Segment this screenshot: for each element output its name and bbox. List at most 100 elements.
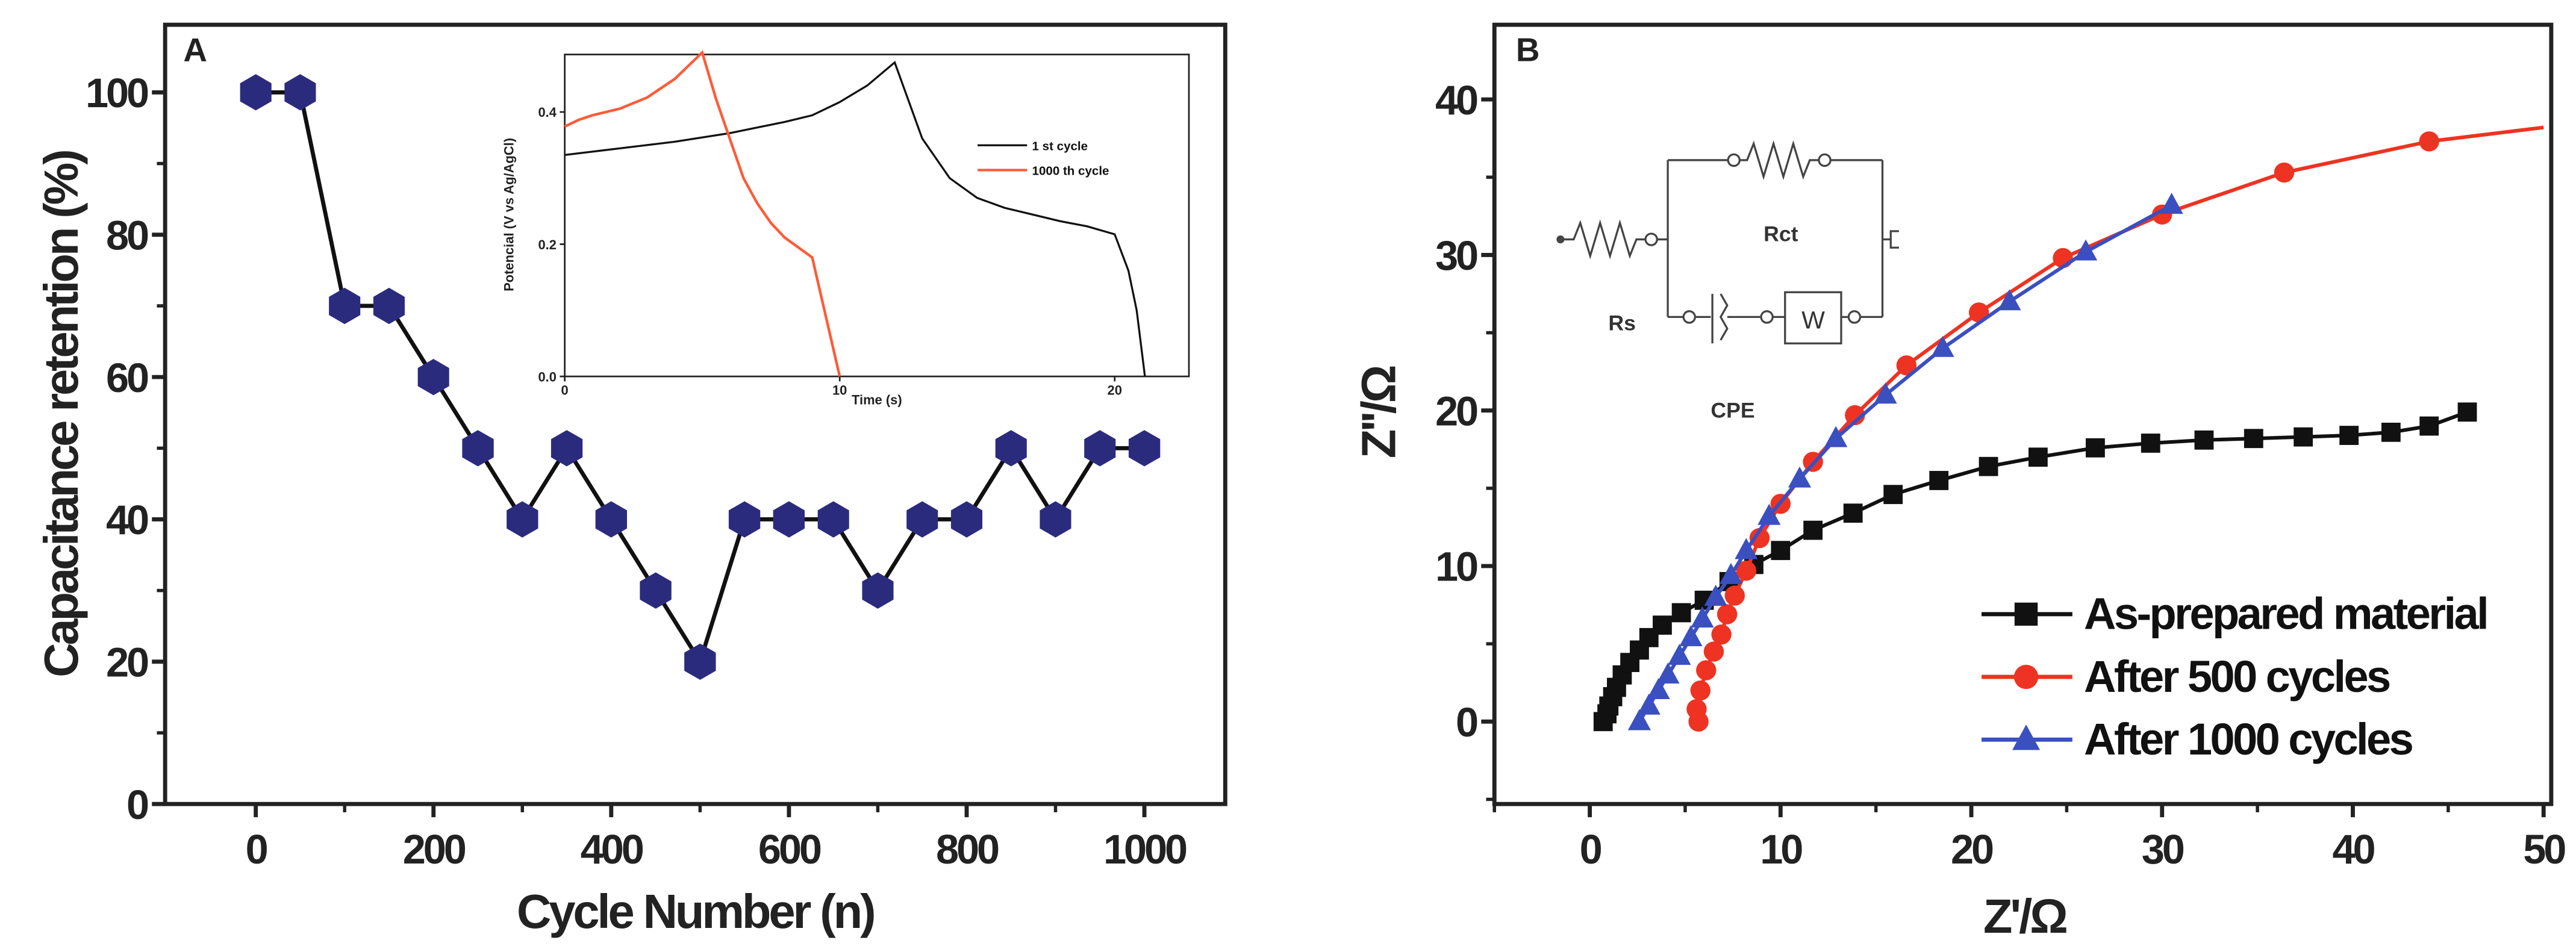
x-tick-label: 800 — [936, 826, 999, 873]
inset-legend-label-1000th: 1000 th cycle — [1032, 164, 1109, 178]
inset-legend: 1 st cycle 1000 th cycle — [978, 140, 1109, 178]
resistor-rs-icon — [1564, 219, 1645, 260]
x-tick-label: 20 — [1951, 826, 1993, 873]
y-tick-label: 60 — [106, 355, 148, 401]
data-point-triangle — [1874, 382, 1897, 404]
data-point-hexagon — [417, 359, 449, 396]
data-point-square — [1803, 520, 1823, 540]
data-point-square — [1929, 471, 1949, 490]
legend-label-as-prepared: As-prepared material — [2084, 589, 2487, 639]
panel-label-b: B — [1516, 31, 1540, 68]
data-point-square — [2085, 438, 2105, 458]
data-point-triangle — [1704, 584, 1727, 606]
x-tick-label: 10 — [1760, 826, 1802, 873]
x-tick-label: 50 — [2523, 826, 2565, 873]
data-point-triangle — [2160, 193, 2183, 214]
data-point-circle — [1736, 561, 1756, 581]
plot-frame-a — [163, 22, 1227, 806]
data-point-hexagon — [1084, 430, 1116, 467]
data-point-hexagon — [817, 501, 849, 538]
inset-axes: 0 10 20 0.0 0.2 0.4 — [538, 105, 1121, 397]
data-point-circle — [1845, 405, 1865, 426]
data-point-hexagon — [329, 287, 361, 325]
data-point-hexagon — [640, 572, 672, 609]
x-axis-title-a: Cycle Number (n) — [517, 885, 874, 938]
data-point-hexagon — [507, 501, 538, 538]
y-tick-label: 100 — [86, 70, 148, 116]
inset-y-axis-title: Potencial (V vs Ag/AgCl) — [502, 138, 517, 291]
y-tick-label: 0 — [1456, 699, 1477, 745]
circuit-label-cpe: CPE — [1711, 399, 1754, 423]
data-point-triangle — [1668, 644, 1691, 665]
data-point-hexagon — [906, 501, 938, 538]
data-point-square — [2141, 434, 2160, 453]
data-point-hexagon — [595, 501, 628, 538]
y-tick-label: 0.0 — [538, 369, 556, 384]
x-tick-label: 10 — [832, 382, 847, 397]
x-tick-label: 40 — [2332, 826, 2374, 873]
inset-legend-label-1st: 1 st cycle — [1032, 140, 1088, 154]
data-point-square — [2014, 602, 2038, 626]
data-point-square — [2339, 426, 2359, 445]
data-point-triangle — [1627, 709, 1651, 730]
y-axis-title-a: Capacitance retention (%) — [34, 151, 88, 677]
data-point-circle — [1724, 585, 1745, 606]
data-point-hexagon — [995, 430, 1027, 467]
x-tick-label: 0 — [561, 382, 569, 397]
chart-b: 0 10 20 30 40 50 0 10 20 30 40 B Z'/Ω Z''/Ω — [1352, 22, 2568, 943]
y-tick-label: 40 — [106, 497, 148, 543]
data-point-hexagon — [550, 430, 583, 467]
data-point-square — [1883, 485, 1903, 505]
data-point-triangle — [1824, 426, 1848, 447]
legend-b: As-prepared material After 500 cycles Af… — [1982, 589, 2489, 764]
series-a — [240, 74, 1161, 680]
legend-label-500-cycles: After 500 cycles — [2084, 652, 2390, 702]
data-point-square — [1771, 541, 1791, 561]
x-axis-title-b: Z'/Ω — [1983, 889, 2066, 943]
data-point-circle — [1711, 624, 1732, 645]
data-point-hexagon — [728, 501, 761, 538]
y-axis-title-b: Z''/Ω — [1352, 366, 1406, 458]
inset-series — [564, 50, 1146, 377]
x-tick-label: 600 — [758, 826, 821, 873]
data-point-triangle — [1719, 562, 1743, 584]
data-point-triangle — [1757, 503, 1781, 525]
x-tick-label: 200 — [403, 826, 466, 873]
data-point-square — [2457, 402, 2477, 422]
data-point-square — [1653, 615, 1672, 635]
data-point-hexagon — [1128, 430, 1161, 467]
data-point-triangle — [1647, 677, 1670, 699]
data-point-hexagon — [284, 74, 316, 111]
data-point-circle — [1696, 660, 1717, 680]
data-point-hexagon — [1040, 501, 1071, 538]
data-point-triangle — [1788, 466, 1812, 488]
x-tick-label: 1000 — [1103, 826, 1187, 873]
data-point-triangle — [2012, 724, 2041, 750]
inset-frame — [564, 54, 1190, 378]
resistor-rct-icon — [1740, 140, 1818, 181]
data-point-square — [2419, 416, 2439, 436]
x-tick-label: 20 — [1108, 382, 1122, 397]
circuit-node-icon — [1644, 232, 1658, 246]
data-point-hexagon — [773, 501, 805, 538]
data-point-square — [2294, 427, 2313, 447]
y-tick-label: 0.4 — [538, 105, 557, 120]
data-point-circle — [1686, 699, 1707, 720]
data-point-triangle — [1691, 606, 1714, 628]
x-tick-label: 30 — [2142, 826, 2184, 873]
data-point-circle — [1749, 527, 1770, 549]
inset-series-line — [564, 50, 841, 377]
data-point-square — [2244, 429, 2263, 449]
cpe-element-icon — [1695, 293, 1760, 344]
equivalent-circuit-diagram — [1556, 140, 1899, 344]
data-point-hexagon — [684, 643, 716, 680]
y-tick-label: 10 — [1435, 544, 1477, 590]
data-point-triangle — [1931, 335, 1954, 357]
data-point-triangle — [1998, 289, 2021, 311]
inset-chart: 0 10 20 0.0 0.2 0.4 Time (s) Potencial (V vs … — [502, 50, 1190, 408]
circuit-label-rct: Rct — [1764, 222, 1798, 246]
series-b — [1593, 125, 2544, 732]
data-point-triangle — [1637, 693, 1661, 715]
